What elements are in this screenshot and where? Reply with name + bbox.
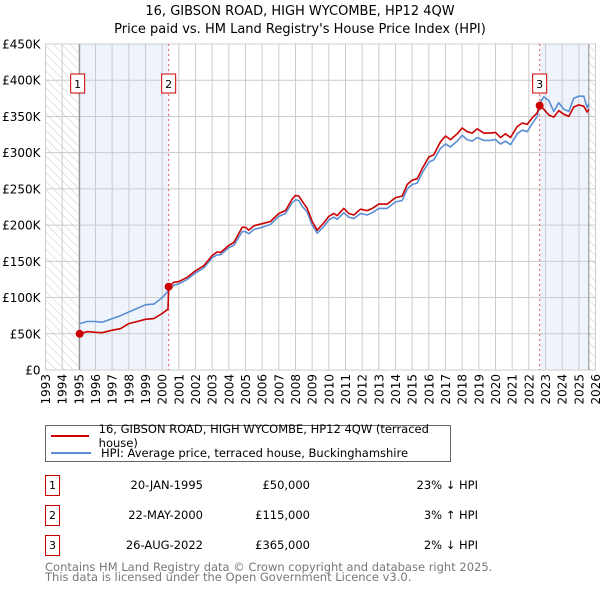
transaction-price: £365,000 (255, 538, 310, 552)
y-tick-label: £150K (2, 255, 42, 269)
y-tick-label: £400K (2, 74, 42, 88)
x-tick-label: 2022 (522, 374, 536, 405)
sale-label-2: 2 (161, 73, 177, 94)
sale-label-text: 2 (165, 78, 172, 91)
y-tick-label: £0 (25, 364, 40, 378)
sale-label-box (532, 73, 548, 94)
x-tick-label: 2025 (572, 374, 586, 405)
transaction-row: 3 26-AUG-2022 £365,000 2% ↓ HPI (45, 535, 478, 556)
x-tick-label: 2009 (306, 374, 320, 405)
sale-label-1: 1 (70, 73, 86, 94)
sale-point (75, 329, 84, 338)
legend-item-property: 16, GIBSON ROAD, HIGH WYCOMBE, HP12 4QW … (51, 422, 450, 450)
transaction-date: 22-MAY-2000 (128, 508, 203, 522)
transaction-badge: 1 (45, 475, 60, 496)
x-tick-label: 2013 (372, 374, 386, 405)
shaded-period (79, 44, 169, 370)
x-tick-label: 2006 (256, 374, 270, 405)
x-tick-label: 2010 (322, 374, 336, 405)
chart-title: 16, GIBSON ROAD, HIGH WYCOMBE, HP12 4QW (145, 4, 455, 19)
price-chart: 1993 1994 1995 1996 1997 1998 1999 2000 2001 2002… (2, 38, 600, 405)
x-tick-label: 2019 (472, 374, 486, 405)
x-tick-label: 2011 (339, 374, 353, 405)
x-tick-label: 2024 (556, 374, 570, 405)
x-tick-label: 2020 (489, 374, 503, 405)
x-tick-label: 1996 (89, 374, 103, 405)
y-tick-label: £100K (2, 291, 42, 305)
x-tick-label: 1994 (56, 374, 70, 405)
transaction-price: £115,000 (255, 508, 310, 522)
x-tick-label: 2003 (206, 374, 220, 405)
y-tick-label: £300K (2, 146, 42, 160)
x-tick-label: 2005 (239, 374, 253, 405)
transaction-row: 2 22-MAY-2000 £115,000 3% ↑ HPI (45, 505, 478, 526)
sale-label-3: 3 (532, 73, 548, 94)
x-tick-label: 1997 (106, 374, 120, 405)
x-tick-label: 1993 (39, 374, 53, 405)
x-tick-label: 2008 (289, 374, 303, 405)
sale-label-box (70, 73, 86, 94)
sale-label-text: 3 (536, 78, 543, 91)
plot-frame (45, 43, 596, 371)
legend-swatch (51, 452, 91, 454)
footer-licence: This data is licensed under the Open Gov… (45, 570, 412, 584)
x-tick-label: 2014 (389, 374, 403, 405)
footer-copyright: Contains HM Land Registry data © Crown c… (45, 560, 493, 574)
transaction-hpi-diff: 23% ↓ HPI (416, 478, 478, 492)
x-tick-label: 2001 (172, 374, 186, 405)
transaction-date: 26-AUG-2022 (125, 538, 203, 552)
x-tick-label: 2023 (539, 374, 553, 405)
property-price-line (79, 104, 590, 335)
transaction-date: 20-JAN-1995 (130, 478, 204, 492)
transaction-badge: 2 (45, 505, 60, 526)
x-tick-label: 1999 (139, 374, 153, 405)
legend-item-hpi: HPI: Average price, terraced house, Buck… (51, 445, 408, 461)
y-tick-label: £250K (2, 182, 42, 196)
chart-subtitle: Price paid vs. HM Land Registry's House … (114, 22, 486, 37)
sale-label-text: 1 (74, 78, 81, 91)
sale-label-box (161, 73, 177, 94)
transaction-row: 1 20-JAN-1995 £50,000 23% ↓ HPI (45, 475, 478, 496)
y-tick-label: £50K (10, 327, 42, 341)
transaction-hpi-diff: 2% ↓ HPI (423, 538, 478, 552)
transaction-price: £50,000 (262, 478, 310, 492)
x-tick-label: 1998 (122, 374, 136, 405)
x-tick-label: 2016 (422, 374, 436, 405)
y-tick-label: £350K (2, 110, 42, 124)
x-tick-label: 2007 (272, 374, 286, 405)
y-tick-label: £200K (2, 219, 42, 233)
x-tick-label: 2004 (222, 374, 236, 405)
sale-point (535, 101, 544, 110)
sale-point (164, 282, 173, 291)
x-tick-label: 2012 (356, 374, 370, 405)
x-tick-label: 2015 (406, 374, 420, 405)
legend-swatch (51, 435, 89, 437)
x-tick-label: 2017 (439, 374, 453, 405)
x-tick-label: 2018 (456, 374, 470, 405)
hatched-region (588, 44, 596, 370)
x-tick-label: 2021 (506, 374, 520, 405)
transaction-badge: 3 (45, 535, 60, 556)
hpi-line (79, 95, 590, 325)
x-tick-label: 2002 (189, 374, 203, 405)
shaded-period (539, 44, 589, 370)
legend-label: 16, GIBSON ROAD, HIGH WYCOMBE, HP12 4QW … (98, 422, 429, 450)
legend-label: HPI: Average price, terraced house, Buck… (101, 446, 409, 460)
y-tick-label: £450K (2, 38, 42, 52)
legend: 16, GIBSON ROAD, HIGH WYCOMBE, HP12 4QW … (45, 422, 451, 462)
transaction-hpi-diff: 3% ↑ HPI (423, 508, 478, 522)
x-tick-label: 2026 (589, 374, 600, 405)
x-tick-label: 1995 (72, 374, 86, 405)
x-tick-label: 2000 (156, 374, 170, 405)
